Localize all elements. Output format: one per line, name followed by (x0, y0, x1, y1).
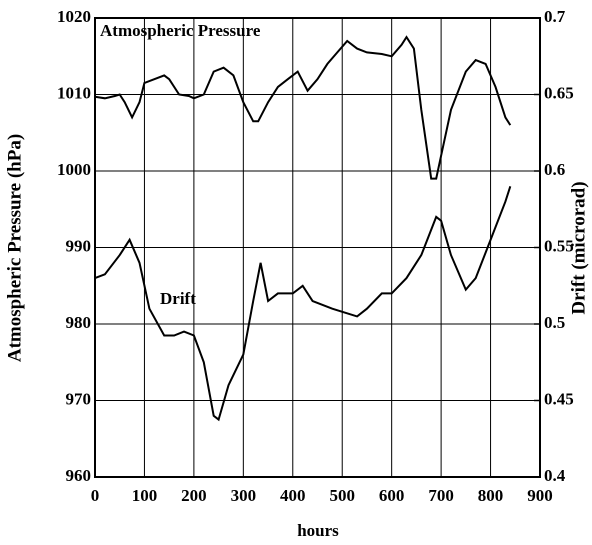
x-tick-label: 800 (478, 486, 504, 505)
plot-frame (94, 17, 541, 478)
y-tick-label: 1000 (57, 160, 91, 179)
y2-tick-label: 0.7 (544, 7, 566, 26)
y-tick-label: 1010 (57, 83, 91, 102)
x-tick-label: 500 (329, 486, 355, 505)
y-tick-label: 990 (66, 236, 92, 255)
series-label: Drift (160, 289, 196, 308)
x-tick-label: 200 (181, 486, 207, 505)
x-tick-label: 900 (527, 486, 553, 505)
y2-tick-label: 0.5 (544, 313, 565, 332)
x-tick-label: 100 (132, 486, 158, 505)
series-line (94, 185, 512, 422)
y-tick-label: 1020 (57, 7, 91, 26)
x-tick-label: 300 (231, 486, 257, 505)
x-tick-label: 600 (379, 486, 405, 505)
y2-tick-label: 0.45 (544, 389, 574, 408)
y2-tick-label: 0.4 (544, 466, 566, 485)
y2-axis-label: Drift (microrad) (568, 181, 589, 314)
x-tick-label: 400 (280, 486, 306, 505)
series-line (94, 35, 512, 180)
y2-tick-label: 0.55 (544, 236, 574, 255)
y-tick-label: 960 (66, 466, 92, 485)
y2-tick-label: 0.65 (544, 83, 574, 102)
x-tick-label: 0 (91, 486, 100, 505)
y2-tick-label: 0.6 (544, 160, 565, 179)
y-tick-label: 980 (66, 313, 92, 332)
y-tick-label: 970 (66, 389, 92, 408)
x-tick-label: 700 (428, 486, 454, 505)
y-axis-label: Atmospheric Pressure (hPa) (4, 134, 25, 362)
x-axis-label: hours (297, 521, 339, 540)
series-label: Atmospheric Pressure (100, 21, 261, 40)
